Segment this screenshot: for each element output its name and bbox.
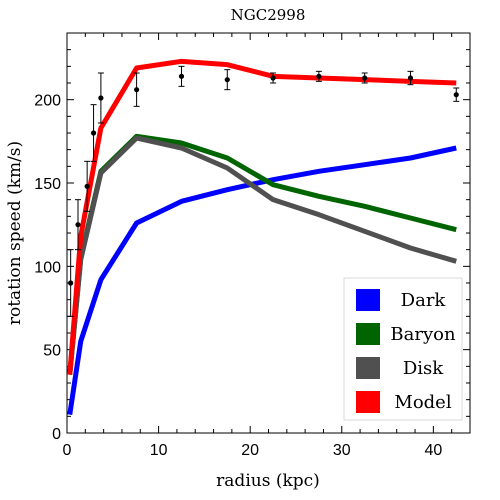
data-point bbox=[84, 183, 90, 189]
y-tick-label: 200 bbox=[34, 93, 61, 110]
legend-label-model: Model bbox=[394, 392, 451, 413]
data-point bbox=[270, 75, 276, 81]
data-point bbox=[224, 77, 230, 83]
series-layer bbox=[67, 58, 457, 416]
data-point bbox=[178, 73, 185, 79]
observed-data-layer bbox=[67, 65, 460, 317]
x-tick-label: 10 bbox=[150, 442, 168, 459]
legend-swatch-disk bbox=[356, 357, 380, 379]
y-tick-label: 100 bbox=[34, 259, 61, 276]
legend: Dark Baryon Disk Model bbox=[343, 277, 463, 421]
data-point bbox=[68, 280, 74, 286]
y-tick-label: 0 bbox=[52, 426, 61, 443]
series-line-disk bbox=[67, 135, 457, 375]
data-point bbox=[75, 222, 81, 228]
y-axis-title: rotation speed (km/s) bbox=[5, 141, 25, 325]
x-tick-label: 0 bbox=[63, 442, 72, 459]
axis-ticks: 0 10 20 30 40 0 50 100 150 200 bbox=[34, 32, 471, 459]
legend-swatch-baryon bbox=[356, 323, 380, 345]
y-tick-label: 50 bbox=[43, 343, 61, 360]
legend-swatch-model bbox=[356, 391, 380, 413]
x-tick-label: 40 bbox=[424, 442, 442, 459]
y-tick-label: 150 bbox=[34, 176, 61, 193]
series-line-model bbox=[67, 58, 457, 375]
x-tick-label: 30 bbox=[333, 442, 351, 459]
legend-label-baryon: Baryon bbox=[390, 324, 456, 345]
data-point bbox=[362, 75, 368, 81]
data-point bbox=[98, 95, 104, 101]
chart-title: NGC2998 bbox=[231, 6, 306, 24]
legend-swatch-dark bbox=[356, 289, 380, 311]
data-point bbox=[90, 130, 97, 136]
data-point bbox=[316, 73, 322, 79]
data-point bbox=[453, 92, 459, 98]
series-line-dark bbox=[67, 145, 457, 416]
data-point bbox=[407, 75, 414, 81]
data-point bbox=[134, 87, 140, 93]
legend-label-disk: Disk bbox=[403, 358, 444, 379]
legend-label-dark: Dark bbox=[401, 290, 447, 311]
x-axis-title: radius (kpc) bbox=[216, 471, 320, 491]
x-tick-label: 20 bbox=[241, 442, 259, 459]
